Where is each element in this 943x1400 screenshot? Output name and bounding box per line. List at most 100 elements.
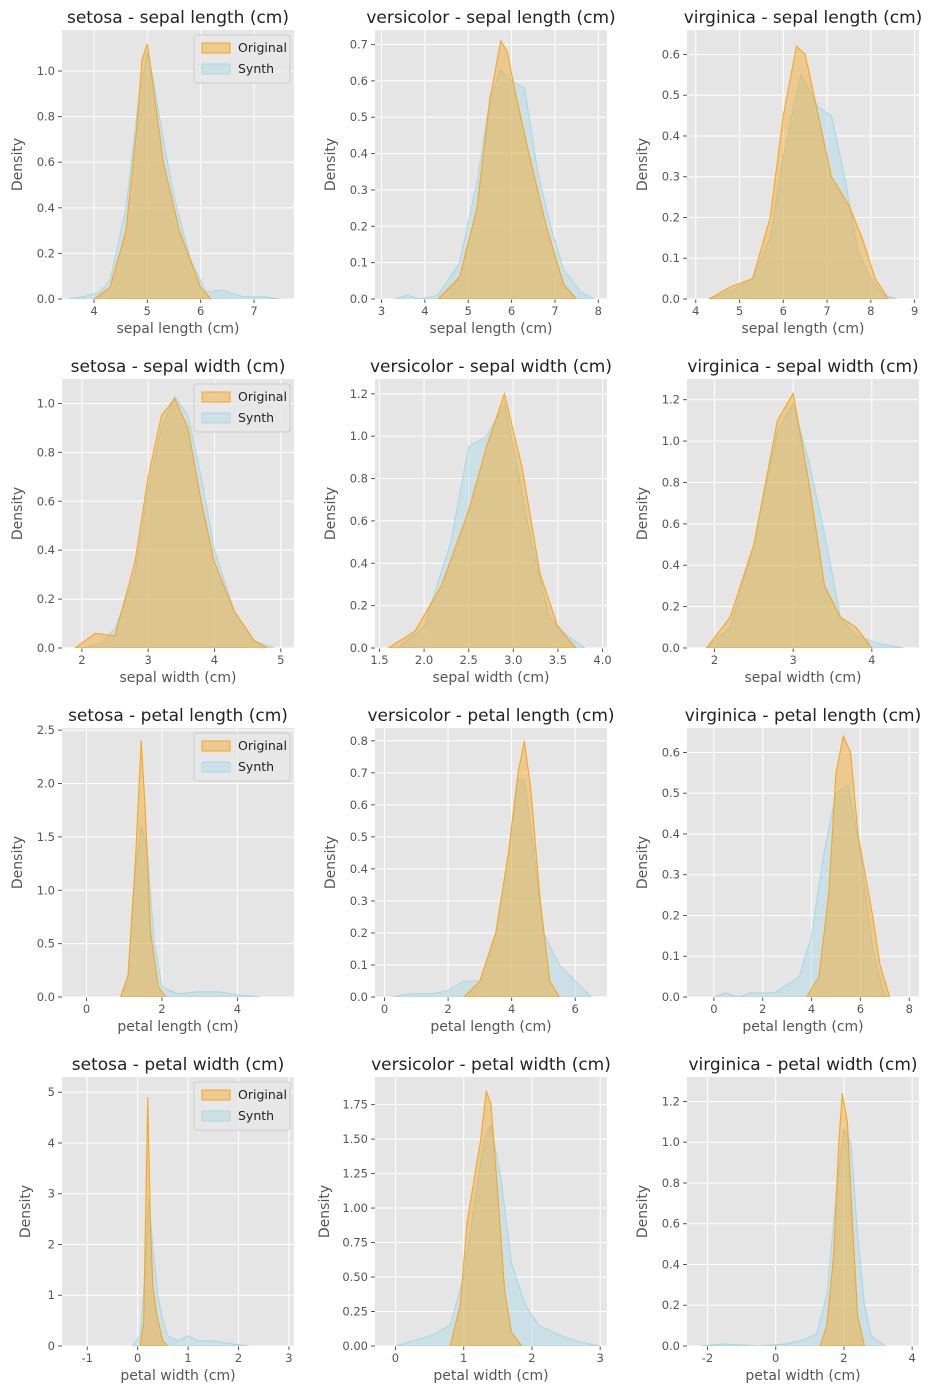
- y-tick-label: 0.25: [342, 1305, 368, 1319]
- plot-background: [687, 1077, 919, 1346]
- y-tick-label: 1.2: [350, 387, 368, 401]
- y-tick-label: 0.75: [342, 1236, 368, 1250]
- y-tick-label: 0.00: [342, 1339, 368, 1353]
- y-tick-label: 1.00: [342, 1201, 368, 1215]
- x-axis-label: petal width (cm): [745, 1368, 860, 1384]
- x-tick-label: 8: [595, 304, 602, 318]
- y-tick-label: 0.0: [662, 292, 680, 306]
- x-tick-label: 2: [840, 1351, 847, 1365]
- y-tick-label: 0.0: [37, 990, 55, 1004]
- kde-panel: 1.5 2.0 2.5 3.0 3.5 4.0 0.0 0.2 0.4 0.6 0.8 1.0 1.2v…: [323, 357, 612, 686]
- legend-label-original: Original: [238, 389, 287, 404]
- x-tick-label: 3: [378, 304, 385, 318]
- y-tick-label: 1.0: [662, 434, 680, 448]
- y-tick-label: 0.8: [662, 475, 680, 489]
- y-tick-label: 0.3: [350, 894, 368, 908]
- y-tick-label: 0.3: [662, 170, 680, 184]
- kde-panel: 3 4 5 6 7 8 0.0 0.1 0.2 0.3 0.4 0.5 0.6 0.7 versicolor…: [323, 8, 616, 337]
- legend-swatch-original: [201, 740, 231, 752]
- x-tick-label: 3: [790, 653, 797, 667]
- x-tick-label: 3: [145, 653, 152, 667]
- synth-density-area: [131, 1198, 249, 1346]
- y-tick-label: 2.5: [37, 723, 55, 737]
- original-density-area: [139, 1097, 169, 1346]
- x-axis-label: sepal length (cm): [741, 321, 864, 337]
- x-tick-label: 1.5: [370, 653, 388, 667]
- original-density-area: [437, 39, 578, 299]
- chart-title: versicolor - petal length (cm): [367, 706, 614, 726]
- x-tick-label: 2.5: [460, 653, 478, 667]
- y-tick-label: 1.0: [37, 883, 55, 897]
- y-tick-label: 0.4: [662, 129, 680, 143]
- x-tick-label: 4: [909, 1351, 916, 1365]
- x-tick-label: 3: [597, 1351, 604, 1365]
- y-tick-label: 0.6: [662, 1217, 680, 1231]
- legend-label-synth: Synth: [238, 410, 274, 425]
- x-tick-label: 2.0: [415, 653, 433, 667]
- y-tick-label: 0.6: [37, 155, 55, 169]
- y-tick-label: 0.2: [350, 599, 368, 613]
- original-density-area: [705, 391, 873, 648]
- y-axis-label: Density: [635, 1185, 651, 1238]
- y-tick-label: 0.2: [662, 908, 680, 922]
- x-axis-label: petal length (cm): [430, 1019, 551, 1035]
- plot-background: [687, 30, 919, 299]
- x-tick-label: 0: [772, 1351, 779, 1365]
- legend-swatch-synth: [201, 63, 231, 75]
- x-tick-label: 9: [911, 304, 918, 318]
- y-tick-label: 0: [48, 1339, 55, 1353]
- chart-title: virginica - petal width (cm): [688, 1055, 917, 1075]
- y-tick-label: 0.1: [350, 958, 368, 972]
- x-tick-label: 2: [711, 653, 718, 667]
- y-tick-label: 0.4: [37, 201, 55, 215]
- x-axis-label: petal width (cm): [120, 1368, 235, 1384]
- y-tick-label: 1.0: [350, 429, 368, 443]
- y-tick-label: 4: [48, 1136, 55, 1150]
- x-tick-label: 0: [710, 1002, 717, 1016]
- y-tick-label: 1.50: [342, 1132, 368, 1146]
- synth-density-area: [713, 784, 886, 997]
- legend-swatch-synth: [201, 1110, 231, 1122]
- legend: Original Synth: [193, 1081, 291, 1131]
- legend-box: [193, 732, 291, 782]
- x-tick-label: 8: [867, 304, 874, 318]
- x-tick-label: 6: [857, 1002, 864, 1016]
- original-density-area: [449, 1090, 523, 1346]
- x-tick-label: 6: [780, 304, 787, 318]
- x-tick-label: 4: [808, 1002, 815, 1016]
- y-tick-label: 0.6: [662, 47, 680, 61]
- x-tick-label: 0: [381, 1002, 388, 1016]
- y-axis-label: Density: [10, 138, 26, 191]
- kde-panel: 4 5 6 7 0.0 0.2 0.4 0.6 0.8 1.0 setosa - sepal len…: [10, 8, 294, 337]
- legend: Original Synth: [193, 732, 291, 782]
- x-tick-label: 4: [90, 304, 97, 318]
- y-tick-label: 0.0: [350, 641, 368, 655]
- y-tick-label: 0.2: [37, 592, 55, 606]
- y-tick-label: 1.2: [662, 1094, 680, 1108]
- synth-density-area: [396, 402, 586, 648]
- kde-panel: -2 0 2 4 0.0 0.2 0.4 0.6 0.8 1.0 1.2 virginica - pe…: [635, 1055, 919, 1384]
- y-tick-label: 0.5: [662, 786, 680, 800]
- x-axis-label: petal length (cm): [742, 1019, 863, 1035]
- x-tick-label: -1: [81, 1351, 92, 1365]
- y-tick-label: 3: [48, 1187, 55, 1201]
- y-tick-label: 0.7: [350, 766, 368, 780]
- plot-background: [687, 379, 919, 648]
- x-tick-label: 2: [528, 1351, 535, 1365]
- chart-title: setosa - sepal width (cm): [71, 357, 286, 377]
- x-tick-label: 1: [460, 1351, 467, 1365]
- y-tick-label: 0.0: [37, 641, 55, 655]
- y-tick-label: 0.8: [37, 445, 55, 459]
- x-tick-label: 5: [144, 304, 151, 318]
- x-tick-label: 6: [572, 1002, 579, 1016]
- y-tick-label: 5: [48, 1085, 55, 1099]
- x-tick-label: -2: [702, 1351, 713, 1365]
- x-tick-label: 7: [551, 304, 558, 318]
- y-tick-label: 0.2: [662, 600, 680, 614]
- x-tick-label: 2: [158, 1002, 165, 1016]
- y-tick-label: 0.2: [37, 246, 55, 260]
- y-tick-label: 0.4: [350, 862, 368, 876]
- x-tick-label: 5: [465, 304, 472, 318]
- chart-title: virginica - sepal length (cm): [684, 8, 923, 28]
